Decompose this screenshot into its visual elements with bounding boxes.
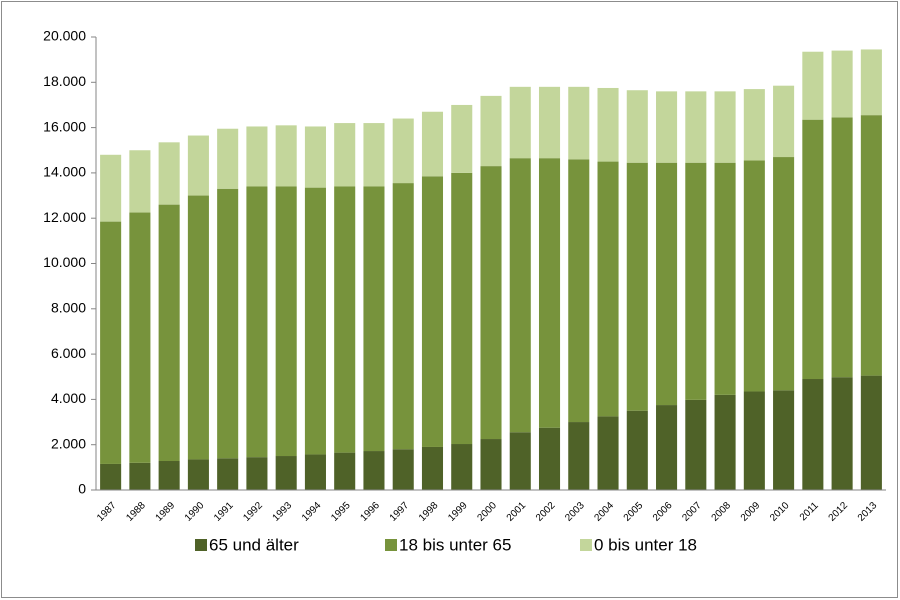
bar-segment (158, 142, 180, 205)
bar-segment (275, 456, 297, 490)
bar-segment (773, 390, 795, 490)
bar-segment (304, 126, 326, 188)
bar-segment (743, 391, 765, 490)
bar-segment (802, 379, 824, 490)
bar-segment (217, 188, 239, 459)
bar-segment (451, 104, 473, 173)
bar-segment (509, 158, 531, 433)
bar-segment (480, 439, 502, 490)
bar-segment (275, 125, 297, 187)
bar-segment (714, 162, 736, 395)
bar-segment (685, 162, 707, 400)
bar-segment (626, 90, 648, 163)
bar-segment (831, 50, 853, 118)
bar-segment (363, 123, 385, 187)
bar-segment (392, 183, 414, 450)
bar-segment (275, 186, 297, 457)
bar-segment (685, 399, 707, 490)
bar-segment (597, 87, 619, 162)
bar-segment (451, 444, 473, 490)
bar-segment (304, 187, 326, 455)
bar-segment (626, 162, 648, 411)
bar-segment (773, 157, 795, 391)
legend-swatch (385, 539, 397, 551)
bar-segment (246, 126, 268, 187)
bar-segment (187, 135, 209, 196)
bar-segment (685, 91, 707, 163)
bar-segment (568, 86, 590, 160)
bar-segment (626, 410, 648, 490)
bar-segment (217, 458, 239, 490)
bar-segment (363, 186, 385, 452)
bar-segment (334, 123, 356, 187)
bar-segment (246, 457, 268, 490)
bar-segment (217, 128, 239, 189)
bar-segment (304, 454, 326, 490)
bar-segment (568, 422, 590, 490)
bar-segment (100, 221, 122, 464)
bar-segment (860, 115, 882, 376)
y-tick-label: 14.000 (43, 164, 86, 180)
bar-segment (656, 405, 678, 490)
y-tick-label: 12.000 (43, 209, 86, 225)
bar-segment (392, 118, 414, 184)
y-tick-label: 16.000 (43, 118, 86, 134)
bar-segment (860, 49, 882, 116)
bar-segment (421, 446, 444, 490)
bar-segment (656, 91, 678, 163)
y-tick-label: 18.000 (43, 73, 86, 89)
bar-segment (773, 85, 795, 158)
y-tick-label: 20.000 (43, 28, 86, 44)
bar-segment (597, 416, 619, 490)
bar-segment (538, 427, 561, 490)
bar-segment (129, 212, 151, 463)
bar-segment (158, 204, 180, 462)
bar-segment (831, 117, 853, 378)
y-tick-label: 4.000 (51, 390, 86, 406)
bar-segment (743, 160, 765, 392)
bar-segment (509, 432, 531, 490)
legend-label: 18 bis unter 65 (399, 535, 511, 554)
bar-segment (100, 154, 122, 222)
bar-segment (187, 459, 209, 490)
bar-segment (538, 86, 561, 159)
bar-segment (860, 375, 882, 490)
bar-segment (421, 176, 444, 447)
bar-segment (802, 51, 824, 120)
bar-segment (334, 186, 356, 453)
y-tick-label: 10.000 (43, 254, 86, 270)
legend-label: 65 und älter (209, 535, 299, 554)
bar-segment (158, 461, 180, 490)
bar-segment (831, 377, 853, 490)
y-tick-label: 8.000 (51, 300, 86, 316)
bar-segment (421, 111, 444, 177)
bar-segment (480, 95, 502, 167)
bar-segment (568, 159, 590, 423)
bar-segment (451, 172, 473, 445)
bar-segment (129, 150, 151, 213)
bar-segment (743, 89, 765, 161)
bar-segment (363, 451, 385, 490)
bar-segment (187, 195, 209, 460)
legend-swatch (195, 539, 207, 551)
bar-segment (392, 449, 414, 490)
bar-segment (129, 462, 151, 490)
bar-segment (802, 119, 824, 380)
bar-segment (597, 161, 619, 417)
bar-segment (656, 162, 678, 406)
bar-segment (538, 158, 561, 428)
y-tick-label: 6.000 (51, 345, 86, 361)
legend-swatch (580, 539, 592, 551)
bar-segment (246, 186, 268, 458)
bar-segment (334, 452, 356, 490)
bar-segment (100, 463, 122, 490)
bar-segment (509, 86, 531, 159)
y-tick-label: 2.000 (51, 435, 86, 451)
bar-segment (714, 91, 736, 163)
bar-segment (714, 394, 736, 490)
y-tick-label: 0 (78, 481, 86, 497)
bar-segment (480, 166, 502, 440)
legend-label: 0 bis unter 18 (594, 535, 697, 554)
